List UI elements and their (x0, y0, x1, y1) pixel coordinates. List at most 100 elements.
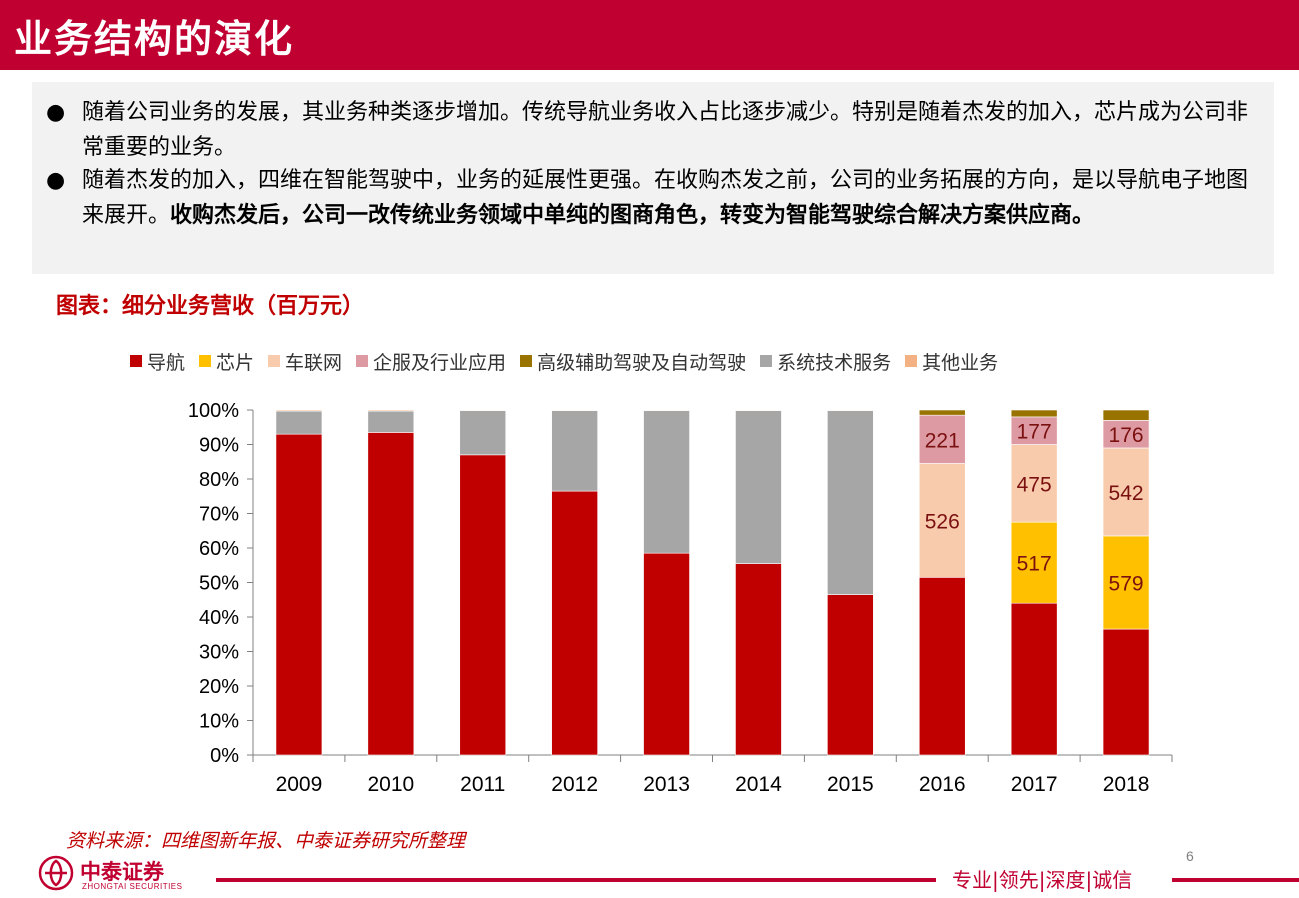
y-tick-label: 40% (199, 607, 239, 629)
y-tick-label: 70% (199, 504, 239, 526)
x-tick-label: 2015 (827, 773, 874, 796)
data-label: 579 (1109, 573, 1144, 596)
bullet-dot: ● (46, 100, 66, 125)
bar-segment (275, 409, 323, 412)
bar-segment (367, 410, 415, 433)
footer-slogan: 专业|领先|深度|诚信 (952, 868, 1133, 892)
bullet-text-normal: 随着杰发的加入，四维在智能驾驶中，业务的延展性更强。在收购杰发之前，公司的业务拓… (82, 168, 1249, 228)
chart-legend: 导航 芯片 车联网 企服及行业应用 高级辅助驾驶及自动驾驶 系统技术服务 其他业务 (130, 347, 1012, 375)
bullet-text: 随着杰发的加入，四维在智能驾驶中，业务的延展性更强。在收购杰发之前，公司的业务拓… (46, 164, 1251, 233)
legend-swatch (905, 355, 918, 367)
bullet-item-2: ● 随着杰发的加入，四维在智能驾驶中，业务的延展性更强。在收购杰发之前，公司的业… (46, 164, 1251, 233)
bar-segment (551, 409, 598, 411)
bar-segment (918, 414, 966, 464)
bar-segment (551, 410, 598, 492)
bar-segment (1102, 409, 1150, 421)
bullet-item-1: ● 随着公司业务的发展，其业务种类逐步增加。传统导航业务收入占比逐步减少。特别是… (46, 96, 1251, 165)
data-label: 176 (1109, 424, 1144, 447)
bar-segment (1010, 521, 1058, 604)
bar-segment (459, 409, 507, 411)
data-label: 221 (925, 429, 960, 452)
bar-segment (1010, 409, 1058, 418)
y-tick-label: 80% (199, 469, 239, 491)
company-logo-icon (38, 855, 74, 891)
page-title: 业务结构的演化 (14, 17, 295, 61)
bar-segment (367, 409, 415, 412)
bar-segment (275, 433, 323, 756)
x-tick-label: 2018 (1103, 773, 1150, 796)
data-label: 177 (1017, 421, 1052, 444)
y-tick-label: 100% (188, 400, 239, 422)
bar-segment (918, 463, 966, 578)
footer-divider-right (1172, 878, 1299, 882)
data-label: 517 (1017, 553, 1052, 576)
x-tick-label: 2013 (643, 773, 690, 796)
legend-item: 企服及行业应用 (356, 348, 506, 375)
bar-segment (735, 563, 782, 756)
legend-label: 导航 (147, 351, 186, 374)
bar-segment (643, 552, 690, 756)
bar-segment (367, 432, 415, 756)
legend-item: 系统技术服务 (760, 348, 891, 375)
title-bar: 业务结构的演化 (0, 0, 1299, 70)
bar-segment (735, 409, 782, 411)
bar-segment (1010, 444, 1058, 523)
bar-segment (827, 409, 874, 411)
data-label: 475 (1017, 473, 1052, 496)
legend-swatch (356, 355, 369, 367)
legend-label: 其他业务 (922, 351, 999, 374)
x-tick-label: 2014 (735, 773, 782, 796)
legend-label: 高级辅助驾驶及自动驾驶 (537, 351, 747, 374)
y-tick-label: 0% (210, 745, 239, 767)
bar-segment (1010, 602, 1058, 756)
bar-segment (459, 454, 507, 756)
legend-swatch (199, 355, 212, 367)
legend-label: 车联网 (285, 351, 343, 374)
x-tick-label: 2009 (276, 773, 323, 796)
legend-label: 企服及行业应用 (373, 351, 507, 374)
bar-segment (1102, 420, 1150, 449)
legend-swatch (520, 355, 533, 367)
bar-segment (918, 409, 966, 416)
page-number: 6 (1186, 848, 1194, 864)
legend-swatch (760, 355, 773, 367)
y-tick-label: 50% (199, 573, 239, 595)
x-tick-label: 2012 (551, 773, 598, 796)
y-tick-label: 20% (199, 676, 239, 698)
legend-item: 高级辅助驾驶及自动驾驶 (520, 348, 746, 375)
bar-segment (1102, 628, 1150, 756)
logo-text-cn: 中泰证券 (80, 860, 164, 884)
legend-item: 芯片 (199, 348, 254, 375)
legend-item: 其他业务 (905, 348, 998, 375)
footer-divider-left (216, 878, 936, 882)
logo-text-en: ZHONGTAI SECURITIES (82, 882, 183, 891)
y-tick-label: 60% (199, 538, 239, 560)
bar-segment (735, 410, 782, 564)
bullet-dot: ● (46, 168, 66, 193)
y-tick-label: 90% (199, 435, 239, 457)
bar-segment (551, 490, 598, 756)
legend-swatch (130, 355, 142, 367)
legend-item: 导航 (130, 348, 185, 375)
legend-item: 车联网 (268, 348, 342, 375)
chart-caption: 图表：细分业务营收（百万元） (56, 293, 365, 319)
bar-segment (643, 409, 690, 411)
summary-box: ● 随着公司业务的发展，其业务种类逐步增加。传统导航业务收入占比逐步减少。特别是… (32, 82, 1274, 274)
y-tick-label: 10% (199, 711, 239, 733)
bar-segment (827, 410, 874, 595)
data-label: 526 (925, 510, 960, 533)
bar-segment (1102, 447, 1150, 537)
y-tick-label: 30% (199, 642, 239, 664)
legend-label: 芯片 (216, 351, 255, 374)
x-tick-label: 2016 (919, 773, 966, 796)
bullet-text-normal: 随着公司业务的发展，其业务种类逐步增加。传统导航业务收入占比逐步减少。特别是随着… (82, 100, 1249, 160)
legend-swatch (268, 355, 281, 367)
data-label: 542 (1109, 482, 1144, 505)
bar-segment (918, 577, 966, 756)
bullet-text: 随着公司业务的发展，其业务种类逐步增加。传统导航业务收入占比逐步减少。特别是随着… (46, 96, 1251, 165)
bar-segment (1010, 416, 1058, 445)
x-tick-label: 2011 (460, 773, 505, 796)
bar-segment (827, 594, 874, 756)
bullet-text-bold: 收购杰发后，公司一改传统业务领域中单纯的图商角色，转变为智能驾驶综合解决方案供应… (170, 202, 1095, 228)
